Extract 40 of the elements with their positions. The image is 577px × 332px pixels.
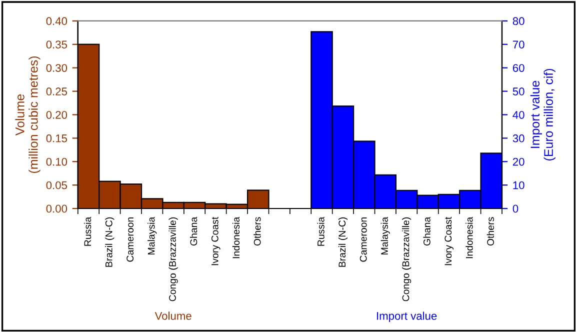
x-tick-label: Brazil (N-C)	[338, 217, 348, 267]
y2-tick-label: 20	[512, 158, 524, 166]
x-tick-label: Malaysia	[380, 216, 390, 254]
text: Volume	[154, 312, 192, 320]
y2-tick-label: 80	[512, 17, 524, 26]
x-tick-label: Cameroon	[360, 217, 367, 262]
x-tick-label: Congo (Brazzaville)	[402, 217, 412, 302]
y2-tick-label: 30	[512, 134, 524, 142]
x-tick-label: Cameroon	[126, 217, 134, 262]
y-tick-label: 0.35	[46, 40, 68, 48]
x-tick-label: Others	[254, 217, 261, 246]
text: Import value	[377, 312, 437, 322]
x-tick-label: Ghana	[190, 216, 198, 246]
y2-tick-label: 70	[512, 40, 524, 48]
x-tick-label: Ivory Coast	[444, 216, 454, 266]
x-tick-label: Ivory Coast	[211, 216, 220, 266]
y-tick-label: 0.30	[46, 64, 68, 72]
x-tick-label: Congo (Brazzaville)	[168, 217, 178, 302]
y-tick-label: 0.20	[46, 110, 68, 119]
x-tick-label: Russia	[317, 216, 324, 246]
y-axis-title: Volume (million cubic metres)	[15, 56, 40, 173]
x-tick-label: Indonesia	[466, 216, 473, 258]
y-tick-label: 0.05	[46, 181, 68, 190]
y2-tick-label: 60	[512, 64, 524, 72]
x-tick-label: Russia	[84, 216, 92, 246]
y2-tick-label: 40	[512, 110, 524, 119]
y-tick-label: 0.15	[46, 134, 68, 142]
y-tick-label: 0.00	[46, 204, 68, 213]
x-tick-label: Brazil (N-C)	[105, 217, 114, 267]
y2-axis-title: Import value (Euro million, cif)	[530, 68, 556, 160]
x-tick-label: Ghana	[423, 216, 430, 246]
y2-tick-label: 10	[513, 181, 524, 190]
x-tick-label: Indonesia	[232, 216, 240, 258]
y-tick-label: 0.40	[46, 17, 68, 26]
x-tick-label: Others	[486, 217, 494, 246]
y2-tick-label: 50	[512, 88, 524, 96]
y2-tick-label: 0	[512, 204, 518, 213]
x-tick-label: Malaysia	[148, 216, 157, 254]
y-tick-label: 0.10	[46, 158, 68, 166]
y-tick-label: 0.25	[46, 88, 68, 96]
